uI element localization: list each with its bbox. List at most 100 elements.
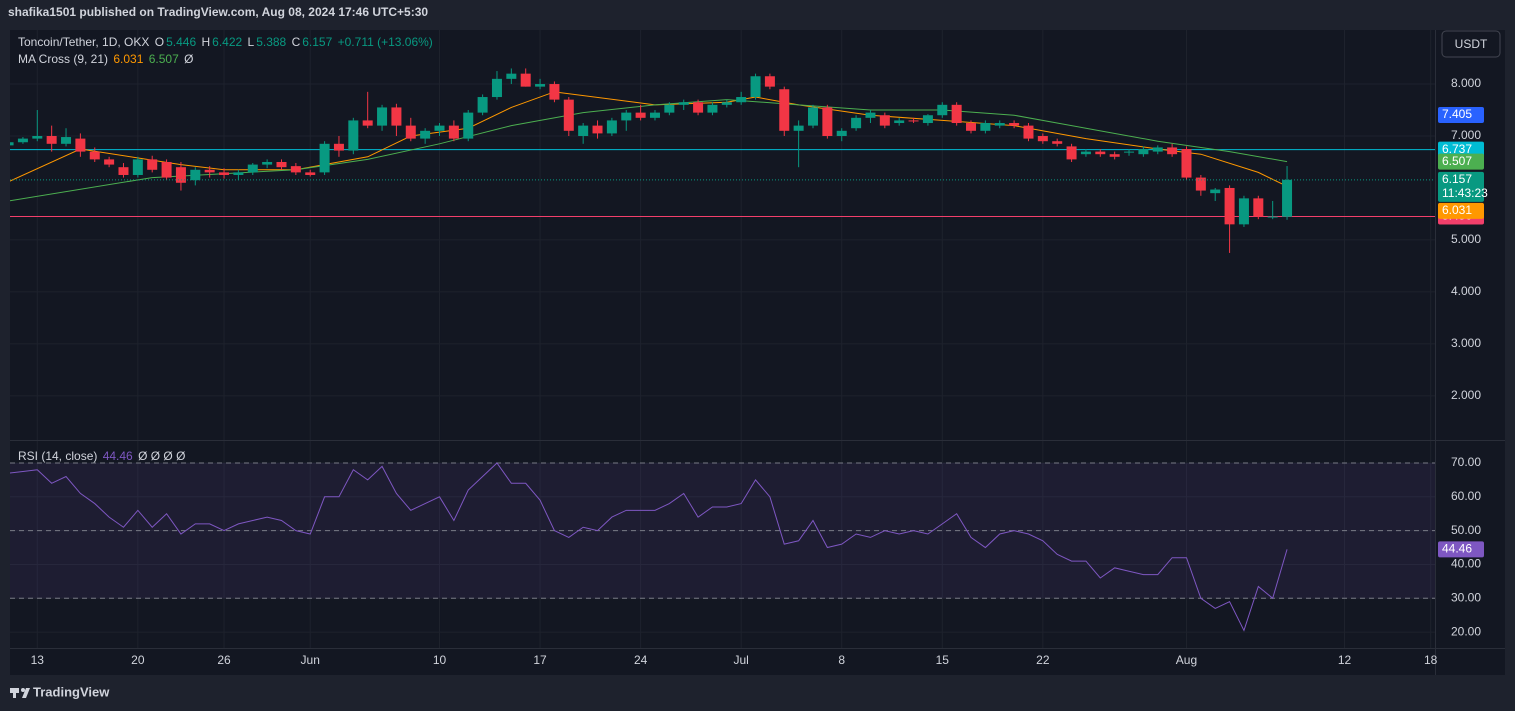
x-tick-label: 8 — [838, 653, 845, 667]
candle-body — [333, 143, 344, 151]
candle-body — [1109, 154, 1120, 157]
candle-body — [822, 107, 833, 137]
candle-body — [1124, 151, 1135, 153]
rsi-tick-label: 50.00 — [1451, 523, 1481, 537]
currency-button[interactable] — [1441, 30, 1501, 58]
candle-body — [922, 115, 933, 124]
candle-body — [46, 136, 57, 144]
candle-body — [491, 78, 502, 98]
candle-body — [1037, 136, 1048, 142]
candle-body — [276, 161, 287, 168]
ohlc-letter: C — [291, 35, 301, 49]
candle-body — [578, 125, 589, 137]
candle-body — [463, 112, 474, 139]
candle-body — [894, 120, 905, 124]
candle-body — [305, 172, 316, 175]
candle-body — [1052, 141, 1063, 144]
candle-body — [1138, 148, 1149, 155]
x-tick-label: 12 — [1338, 653, 1352, 667]
candle-body — [1095, 151, 1106, 155]
ohlc-letter: H — [201, 35, 211, 49]
footer-logo — [10, 688, 30, 698]
candle-body — [75, 138, 86, 152]
rsi-tick-label: 40.00 — [1451, 557, 1481, 571]
rsi-tag-label: 44.46 — [1442, 542, 1472, 556]
candle-body — [1267, 216, 1278, 218]
y-tick-label: 5.000 — [1451, 232, 1481, 246]
candle-body — [190, 169, 201, 181]
x-tick-label: 20 — [131, 653, 145, 667]
candle-body — [721, 102, 732, 105]
candle-body — [1238, 198, 1249, 225]
ma-extra: Ø — [184, 52, 194, 66]
candle-body — [247, 164, 258, 173]
candle-body — [1282, 179, 1293, 217]
candle-body — [549, 84, 560, 100]
candle-body — [951, 104, 962, 124]
candle-body — [290, 166, 301, 173]
countdown: 11:43:23 — [1442, 186, 1488, 200]
candle-body — [204, 169, 215, 173]
current-price-tag — [1438, 171, 1484, 202]
ohlc-value: 5.388 — [256, 35, 287, 49]
x-tick-label: 17 — [533, 653, 547, 667]
footer-brand: TradingView — [33, 684, 110, 699]
candle-body — [750, 76, 761, 98]
candle-body — [362, 120, 373, 126]
rsi-tick-label: 30.00 — [1451, 590, 1481, 604]
ma-name: MA Cross (9, 21) — [18, 52, 109, 66]
candle-body — [592, 125, 603, 134]
candle-body — [966, 123, 977, 131]
ma-line — [10, 91, 1288, 187]
ma-value: 6.031 — [113, 52, 144, 66]
candle-body — [506, 73, 517, 79]
candle-body — [635, 112, 646, 118]
candle-body — [10, 142, 14, 146]
candle-body — [937, 104, 948, 116]
candle-body — [606, 120, 617, 134]
candle-body — [865, 112, 876, 118]
candle-body — [836, 130, 847, 137]
ohlc-value: 5.446 — [166, 35, 197, 49]
x-tick-label: 26 — [217, 653, 231, 667]
candle-body — [161, 161, 172, 178]
candle-body — [994, 123, 1005, 126]
y-tick-label: 8.000 — [1451, 76, 1481, 90]
candle-body — [535, 84, 546, 87]
symbol: Toncoin/Tether, 1D, OKX — [18, 35, 150, 49]
candle-body — [219, 172, 230, 175]
price-tag-label: 7.405 — [1442, 107, 1472, 121]
candle-body — [649, 112, 660, 118]
candle-body — [61, 137, 72, 144]
rsi-extra: Ø Ø Ø Ø — [138, 449, 186, 463]
x-tick-label: Aug — [1176, 653, 1197, 667]
y-tick-label: 7.000 — [1451, 128, 1481, 142]
candle-body — [793, 125, 804, 131]
candle-body — [621, 112, 632, 121]
ma-tag — [1438, 153, 1484, 170]
candle-body — [1080, 151, 1091, 155]
candle-body — [1152, 147, 1163, 152]
legend-rsi: RSI (14, close) 44.46 Ø Ø Ø Ø — [18, 449, 187, 463]
rsi-name: RSI (14, close) — [18, 449, 98, 463]
candle-body — [851, 117, 862, 129]
price-tag — [1438, 106, 1484, 123]
candle-body — [1195, 177, 1206, 191]
x-tick-label: 18 — [1424, 653, 1438, 667]
currency-label[interactable]: USDT — [1455, 37, 1488, 51]
candle-body — [405, 125, 416, 139]
candle-body — [448, 125, 459, 139]
rsi-line — [10, 462, 1288, 632]
candle-body — [89, 151, 100, 160]
rsi-tick-label: 20.00 — [1451, 624, 1481, 638]
ohlc-letter: L — [247, 35, 255, 49]
candle-body — [377, 107, 388, 126]
ma-value: 6.507 — [148, 52, 179, 66]
candle-body — [262, 161, 273, 165]
ma-tag-label: 6.031 — [1442, 203, 1472, 217]
candle-body — [520, 73, 531, 87]
line-tag-label: 6.737 — [1442, 142, 1472, 156]
